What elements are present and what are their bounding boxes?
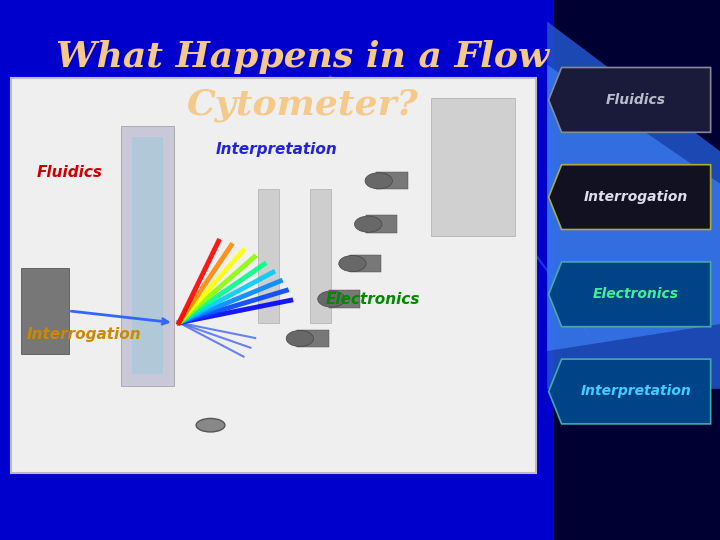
FancyBboxPatch shape	[376, 172, 408, 190]
Text: Interrogation: Interrogation	[27, 327, 141, 342]
Ellipse shape	[365, 173, 392, 189]
Ellipse shape	[287, 330, 314, 347]
Text: Electronics: Electronics	[593, 287, 679, 301]
Polygon shape	[549, 359, 711, 424]
FancyBboxPatch shape	[366, 215, 397, 233]
FancyBboxPatch shape	[297, 330, 329, 347]
FancyBboxPatch shape	[22, 267, 68, 354]
Ellipse shape	[196, 418, 225, 432]
FancyBboxPatch shape	[431, 98, 516, 236]
Polygon shape	[549, 262, 711, 327]
Polygon shape	[549, 68, 711, 132]
Text: Fluidics: Fluidics	[37, 165, 103, 180]
Text: Electronics: Electronics	[326, 292, 420, 307]
Text: What Happens in a Flow: What Happens in a Flow	[56, 40, 549, 73]
FancyBboxPatch shape	[11, 78, 536, 472]
FancyBboxPatch shape	[132, 137, 163, 374]
Polygon shape	[549, 165, 711, 230]
FancyBboxPatch shape	[258, 188, 279, 323]
Text: Cytometer?: Cytometer?	[186, 89, 418, 122]
Text: Interpretation: Interpretation	[216, 142, 338, 157]
FancyBboxPatch shape	[329, 291, 360, 308]
Ellipse shape	[318, 291, 345, 307]
FancyBboxPatch shape	[121, 126, 174, 386]
Polygon shape	[547, 65, 720, 351]
FancyBboxPatch shape	[0, 0, 554, 540]
FancyBboxPatch shape	[350, 255, 382, 272]
Ellipse shape	[354, 216, 382, 232]
Text: Interrogation: Interrogation	[584, 190, 688, 204]
Text: Fluidics: Fluidics	[606, 93, 666, 107]
Ellipse shape	[339, 255, 366, 272]
Text: Interpretation: Interpretation	[581, 384, 691, 399]
FancyBboxPatch shape	[310, 188, 331, 323]
Polygon shape	[547, 22, 720, 389]
